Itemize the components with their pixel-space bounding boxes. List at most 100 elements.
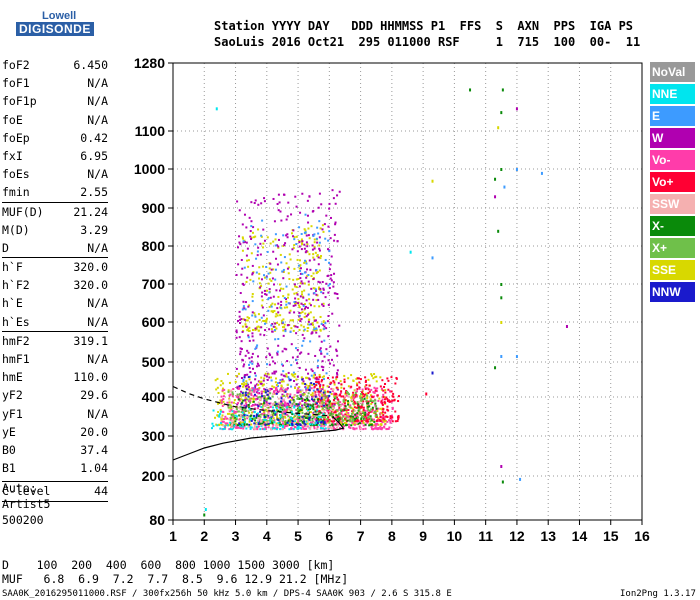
echo-point [315, 272, 318, 275]
echo-point [297, 421, 300, 424]
echo-point [381, 402, 384, 405]
echo-point [243, 418, 246, 421]
echo-point [224, 415, 227, 418]
echo-point [343, 407, 346, 410]
echo-point [270, 379, 273, 382]
echo-point [320, 405, 323, 408]
echo-point [302, 304, 305, 307]
echo-point [234, 412, 237, 415]
footer-info: SAA0K_2016295011000.RSF / 300fx256h 50 k… [2, 589, 452, 599]
echo-point [238, 241, 241, 244]
echo-point [272, 413, 275, 416]
echo-point [262, 314, 265, 317]
echo-point [387, 399, 390, 402]
echo-point [282, 410, 285, 413]
echo-point [330, 381, 333, 384]
echo-point [296, 355, 299, 358]
echo-point [323, 422, 326, 425]
echo-point [303, 406, 306, 409]
echo-point [302, 339, 305, 342]
echo-point [367, 416, 370, 419]
echo-point [275, 403, 278, 406]
echo-point [251, 231, 254, 234]
echo-point [279, 314, 282, 317]
echo-point [324, 258, 327, 261]
echo-point [325, 402, 328, 405]
echo-point [244, 323, 247, 326]
echo-point [262, 404, 265, 407]
echo-point [500, 355, 503, 358]
echo-point [348, 426, 351, 429]
echo-point [225, 424, 228, 427]
echo-point [279, 287, 282, 290]
echo-point [374, 399, 377, 402]
echo-point [228, 381, 231, 384]
echo-point [245, 241, 248, 244]
echo-point [360, 415, 363, 418]
echo-point [243, 213, 246, 216]
echo-point [266, 347, 269, 350]
echo-point [318, 382, 321, 385]
echo-point [337, 408, 340, 411]
echo-point [372, 395, 375, 398]
echo-point [356, 394, 359, 397]
echo-point [303, 261, 306, 264]
echo-point [316, 409, 319, 412]
echo-point [251, 362, 254, 365]
echo-point [313, 258, 316, 261]
echo-point [351, 397, 354, 400]
echo-point [391, 406, 394, 409]
echo-point [279, 390, 282, 393]
x-tick-label: 7 [357, 528, 365, 544]
echo-point [305, 276, 308, 279]
echo-point [268, 267, 271, 270]
echo-point [327, 407, 330, 410]
param-value: 1.04 [80, 461, 108, 476]
echo-point [243, 266, 246, 269]
echo-point [212, 409, 215, 412]
echo-point [290, 410, 293, 413]
echo-point [291, 424, 294, 427]
echo-point [216, 386, 219, 389]
echo-point [246, 409, 249, 412]
echo-point [255, 416, 258, 419]
echo-point [370, 419, 373, 422]
echo-point [255, 422, 258, 425]
echo-point [287, 419, 290, 422]
param-value: N/A [87, 112, 108, 127]
echo-point [232, 406, 235, 409]
param-row: fxI 6.95 [2, 147, 108, 165]
echo-point [307, 386, 310, 389]
echo-point [307, 417, 310, 420]
echo-point [352, 391, 355, 394]
echo-point [229, 428, 232, 431]
echo-point [296, 426, 299, 429]
echo-point [264, 403, 267, 406]
echo-point [297, 318, 300, 321]
echo-point [371, 408, 374, 411]
echo-point [243, 376, 246, 379]
echo-point [376, 387, 379, 390]
echo-point [270, 415, 273, 418]
echo-point [280, 363, 283, 366]
echo-point [239, 414, 242, 417]
echo-point [284, 401, 287, 404]
echo-point [319, 287, 322, 290]
echo-point [350, 395, 353, 398]
echo-point [303, 228, 306, 231]
echo-point [311, 417, 314, 420]
echo-point [293, 244, 296, 247]
echo-point [316, 425, 319, 428]
legend-item-noval: NoVal [650, 62, 695, 82]
echo-point [320, 350, 323, 353]
echo-point [253, 393, 256, 396]
echo-point [306, 388, 309, 391]
echo-point [303, 337, 306, 340]
echo-point [285, 406, 288, 409]
echo-point [293, 402, 296, 405]
echo-point [384, 382, 387, 385]
echo-point [326, 409, 329, 412]
echo-point [370, 408, 373, 411]
echo-point [306, 415, 309, 418]
echo-point [265, 423, 268, 426]
